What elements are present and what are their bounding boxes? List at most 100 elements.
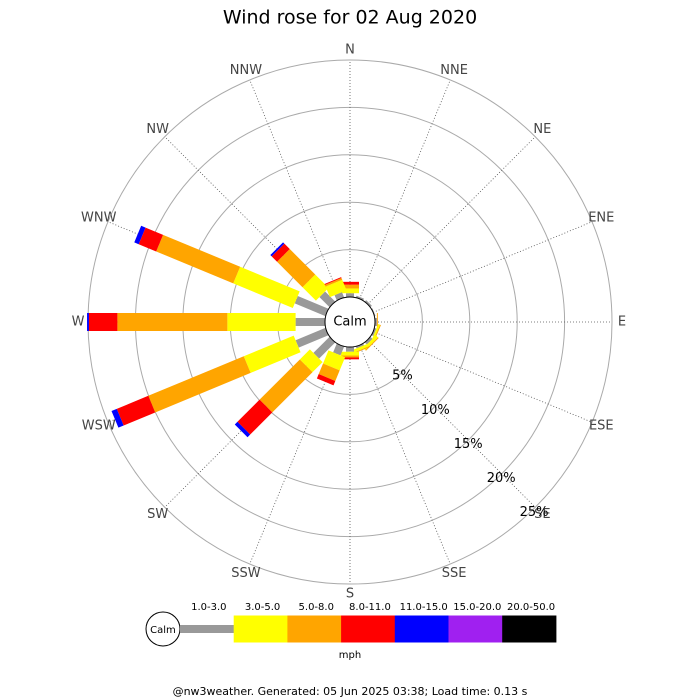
calm-circle [324,296,376,348]
bar-segment [270,242,285,257]
direction-label: SW [147,507,168,522]
legend-unit: mph [339,650,361,661]
bar-segment [364,300,372,308]
legend-swatch [180,625,235,633]
direction-bars [87,313,325,331]
bar-segment [364,336,373,345]
bar-segment [346,293,354,297]
direction-bars [111,327,329,428]
bar-segment [294,296,329,317]
bar-segment [341,351,359,356]
calm-label: Calm [333,315,366,330]
direction-label: SSW [231,566,261,581]
direction-bars [234,336,336,438]
bar-segment [371,323,381,342]
bar-segment [88,313,118,331]
bar-segment [313,336,336,359]
legend-swatch [287,615,342,643]
direction-label: S [346,587,354,602]
direction-bars [355,295,364,301]
bar-segment [243,335,301,373]
bar-segment [227,313,296,331]
direction-label: NE [533,122,551,137]
spoke [359,344,451,565]
bar-segment [148,356,251,413]
spoke [367,136,536,305]
direction-label: NNE [440,63,468,78]
r-tick-label: 5% [392,369,413,384]
legend-label: 20.0-50.0 [507,602,555,613]
bar-segment [341,281,359,285]
bar-segment [117,313,228,331]
bar-segment [138,227,164,252]
legend-label: 3.0-5.0 [245,602,280,613]
r-tick-label: 20% [487,471,516,486]
bar-segment [341,357,359,360]
bar-segment [376,313,378,331]
direction-label: W [72,315,85,330]
bar-segment [355,295,364,301]
spoke [249,79,341,300]
bar-segment [87,313,89,331]
legend-swatch [341,615,396,643]
bar-segment [318,363,340,381]
chart-title: Wind rose for 02 Aug 2020 [223,7,477,29]
spoke [367,339,536,508]
legend-calm-label: Calm [150,625,176,636]
direction-bars [375,313,378,331]
direction-bars [316,343,346,386]
direction-bars [270,242,336,308]
bar-segment [341,284,359,289]
bar-segment [324,277,342,285]
r-tick-label: 10% [421,403,450,418]
legend-swatch [394,615,449,643]
direction-label: SSE [442,566,467,581]
direction-label: SE [534,507,550,522]
bar-segment [375,318,377,326]
bar-segment [271,243,290,262]
spoke [372,331,593,423]
bar-segment [277,249,316,288]
bar-segment [111,408,124,428]
bar-segment [346,347,354,352]
direction-label: ENE [588,210,614,225]
bar-segment [324,277,343,287]
bar-segment [233,266,300,309]
legend-swatch [233,615,288,643]
bar-segment [234,421,251,438]
bar-segment [371,327,377,336]
direction-label: WSW [82,419,116,434]
bar-segment [299,349,323,373]
direction-bars [364,300,372,308]
direction-label: ESE [589,419,614,434]
direction-label: NNW [230,63,262,78]
direction-bars [134,225,329,317]
bar-segment [237,399,273,435]
legend-swatch [448,615,503,643]
bar-segment [355,343,364,349]
spoke [359,79,451,300]
r-tick-label: 15% [454,437,483,452]
bar-segment [116,395,156,426]
bar-segment [323,350,346,371]
bar-segment [156,234,241,284]
spoke [372,221,593,313]
bar-segment [316,374,336,386]
bar-segment [295,318,325,326]
bar-segment [333,343,345,356]
direction-label: WNW [81,210,117,225]
bar-segment [325,279,347,298]
bar-segment [259,359,313,413]
legend-label: 5.0-8.0 [299,602,334,613]
legend-swatch [502,615,557,643]
direction-label: NW [146,122,169,137]
bar-segment [341,355,359,358]
direction-bars [341,347,359,360]
legend-label: 1.0-3.0 [191,602,226,613]
bar-segment [134,225,146,245]
footer: @nw3weather. Generated: 05 Jun 2025 03:3… [173,685,528,698]
direction-label: E [618,315,626,330]
legend-label: 8.0-11.0 [349,602,391,613]
bar-segment [319,291,336,308]
